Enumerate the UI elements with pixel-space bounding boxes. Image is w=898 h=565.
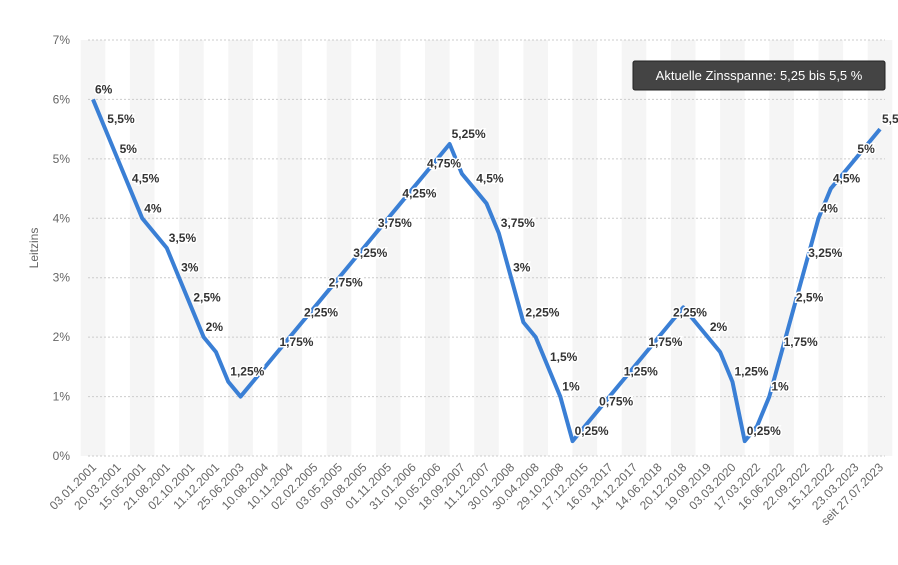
- data-label: 3,25%: [353, 246, 387, 260]
- data-label: 0,25%: [747, 424, 781, 438]
- data-label: 1,75%: [279, 335, 313, 349]
- data-label: 2%: [206, 320, 224, 334]
- data-label: 1,25%: [734, 365, 768, 379]
- data-label: 2,25%: [673, 305, 707, 319]
- stripe: [375, 40, 401, 456]
- data-label: 3,75%: [501, 216, 535, 230]
- annotation: Aktuelle Zinsspanne: 5,25 bis 5,5 %: [632, 60, 886, 91]
- data-label: 5%: [857, 142, 875, 156]
- data-label: 1%: [771, 380, 789, 394]
- y-tick-label: 5%: [53, 152, 71, 166]
- y-tick-label: 0%: [53, 449, 71, 463]
- stripe: [720, 40, 745, 456]
- data-label: 1%: [562, 380, 580, 394]
- data-label: 5%: [120, 142, 138, 156]
- data-label: 3,25%: [808, 246, 842, 260]
- data-label: 3%: [513, 261, 531, 275]
- data-label: 2,25%: [304, 305, 338, 319]
- data-label: 0,75%: [599, 394, 633, 408]
- data-label: 2,5%: [796, 290, 824, 304]
- stripe: [179, 40, 204, 456]
- data-label: 3,5%: [169, 231, 197, 245]
- data-label: 0,25%: [575, 424, 609, 438]
- stripe: [277, 40, 303, 456]
- data-label: 1,75%: [784, 335, 818, 349]
- data-label: 1,5%: [550, 350, 578, 364]
- data-label: 2,25%: [525, 305, 559, 319]
- data-label: 3%: [181, 261, 199, 275]
- y-tick-label: 4%: [53, 211, 71, 225]
- stripe: [425, 40, 450, 456]
- data-label: 5,5%: [882, 112, 898, 126]
- y-tick-label: 3%: [53, 271, 71, 285]
- data-label: 2%: [710, 320, 728, 334]
- data-label: 5,25%: [452, 127, 486, 141]
- data-label: 4,5%: [833, 172, 861, 186]
- stripe: [326, 40, 352, 456]
- data-label: 4%: [821, 201, 839, 215]
- data-label: 4,5%: [476, 172, 504, 186]
- y-tick-label: 6%: [53, 92, 71, 106]
- annotation-box: [632, 60, 886, 91]
- data-label: 1,25%: [624, 365, 658, 379]
- stripe: [769, 40, 794, 456]
- stripe: [80, 40, 106, 456]
- stripe: [818, 40, 844, 456]
- y-tick-label: 1%: [53, 390, 71, 404]
- stripe: [670, 40, 696, 456]
- y-tick-label: 2%: [53, 330, 71, 344]
- data-label: 4,75%: [427, 157, 461, 171]
- stripe: [523, 40, 548, 456]
- stripe: [474, 40, 499, 456]
- data-label: 2,75%: [329, 276, 363, 290]
- data-label: 3,75%: [378, 216, 412, 230]
- data-label: 1,75%: [648, 335, 682, 349]
- stripe: [129, 40, 155, 456]
- stripe: [867, 40, 893, 456]
- data-label: 2,5%: [193, 290, 221, 304]
- y-axis-label: Leitzins: [27, 228, 41, 269]
- stripe: [572, 40, 598, 456]
- data-label: 1,25%: [230, 365, 264, 379]
- data-label: 4,5%: [132, 172, 160, 186]
- y-tick-label: 7%: [53, 33, 71, 47]
- data-label: 5,5%: [107, 112, 135, 126]
- data-label: 4%: [144, 201, 162, 215]
- data-label: 4,25%: [402, 186, 436, 200]
- annotation-text: Aktuelle Zinsspanne: 5,25 bis 5,5 %: [656, 68, 863, 83]
- data-label: 6%: [95, 82, 113, 96]
- data-line: [91, 98, 882, 444]
- stripe: [621, 40, 647, 456]
